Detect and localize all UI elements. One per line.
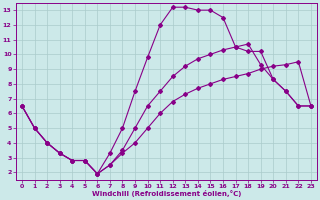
X-axis label: Windchill (Refroidissement éolien,°C): Windchill (Refroidissement éolien,°C) bbox=[92, 190, 241, 197]
